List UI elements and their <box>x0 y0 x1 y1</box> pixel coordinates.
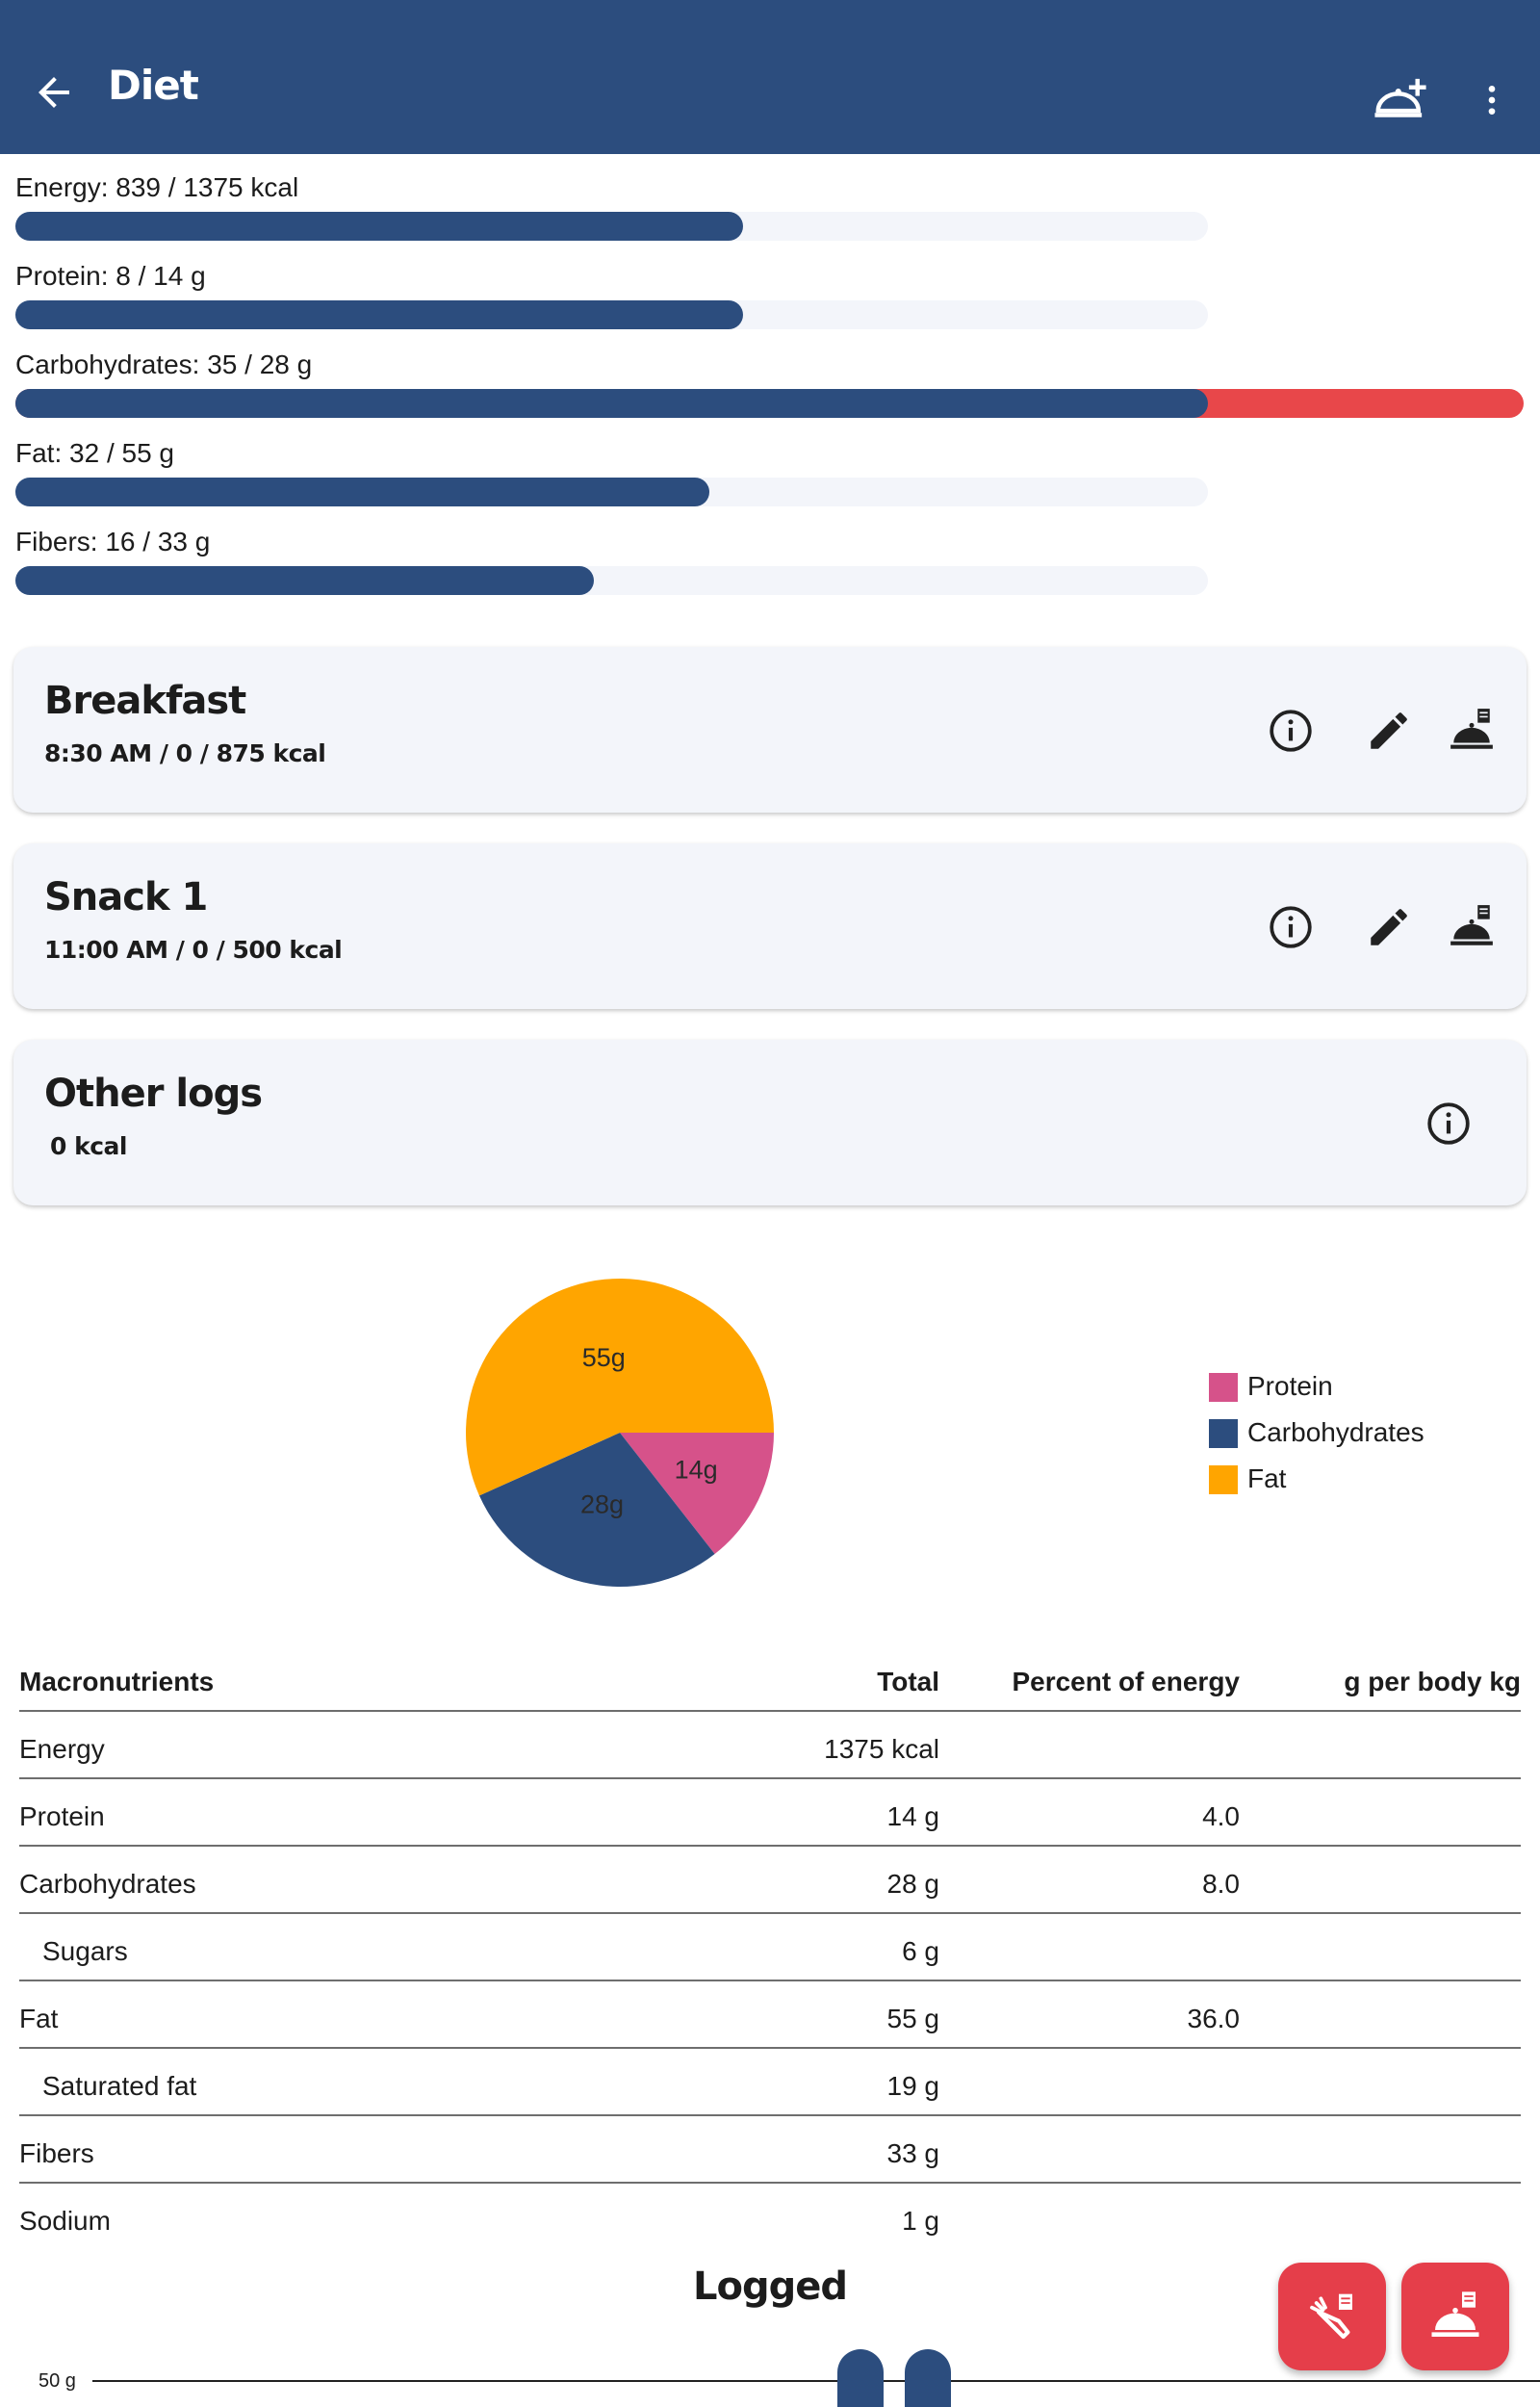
goal-fill <box>15 300 743 329</box>
legend-label: Fat <box>1247 1463 1287 1493</box>
log-ingredient-button[interactable] <box>1278 2263 1386 2370</box>
goal-fill <box>15 566 594 595</box>
edit-icon[interactable] <box>1365 707 1413 755</box>
table-row: Carbohydrates 28 g 8.0 <box>19 1847 1521 1914</box>
info-icon[interactable] <box>1424 1100 1473 1148</box>
goal-track <box>15 212 1208 241</box>
y-axis-label: 50 g <box>38 2370 76 2392</box>
goal-protein: Protein: 8 / 14 g <box>15 260 1527 329</box>
meal-card-breakfast[interactable]: Breakfast 8:30 AM / 0 / 875 kcal <box>13 647 1527 813</box>
pie-slice-protein <box>620 1433 774 1555</box>
logged-chart-title: Logged <box>693 2265 848 2309</box>
row-name: Carbohydrates <box>19 1869 196 1899</box>
table-row: Sodium 1 g <box>19 2184 1521 2249</box>
goal-energy: Energy: 839 / 1375 kcal <box>15 171 1527 241</box>
legend-swatch <box>1209 1419 1238 1448</box>
goal-carbohydrates: Carbohydrates: 35 / 28 g <box>15 349 1527 418</box>
header-g-per-kg: g per body kg <box>1344 1667 1521 1696</box>
row-name: Fibers <box>19 2138 94 2168</box>
header-macronutrients: Macronutrients <box>19 1667 215 1696</box>
table-row: Saturated fat 19 g <box>19 2049 1521 2116</box>
logged-bar <box>837 2349 884 2407</box>
page-title: Diet <box>108 62 199 109</box>
log-meal-button[interactable] <box>1401 2263 1509 2370</box>
header-total: Total <box>877 1667 939 1696</box>
row-name: Protein <box>19 1801 105 1831</box>
row-total: 55 g <box>886 2004 940 2033</box>
row-percent-energy: 4.0 <box>1202 1801 1240 1831</box>
goal-label: Protein: 8 / 14 g <box>15 261 206 291</box>
meal-card-snack-1[interactable]: Snack 1 11:00 AM / 0 / 500 kcal <box>13 843 1527 1009</box>
table-row: Protein 14 g 4.0 <box>19 1779 1521 1847</box>
goal-label: Fat: 32 / 55 g <box>15 438 174 468</box>
info-icon[interactable] <box>1267 707 1315 755</box>
other-logs-title: Other logs <box>44 1072 263 1116</box>
row-total: 14 g <box>886 1801 940 1831</box>
axis-line <box>92 2380 1540 2382</box>
goal-track <box>15 300 1208 329</box>
row-percent-energy: 8.0 <box>1202 1869 1240 1899</box>
goal-label: Carbohydrates: 35 / 28 g <box>15 349 313 379</box>
meal-log-icon <box>1431 2291 1479 2337</box>
pie-label-protein: 14g <box>675 1456 718 1485</box>
row-total: 1 g <box>902 2206 939 2236</box>
row-total: 19 g <box>886 2071 940 2101</box>
goal-fibers: Fibers: 16 / 33 g <box>15 526 1527 595</box>
pie-svg: 14g 28g 55g <box>466 1279 774 1587</box>
food-add-icon[interactable] <box>1371 73 1430 127</box>
row-total: 1375 kcal <box>824 1734 939 1764</box>
macronutrients-table: Macronutrients Total Percent of energy g… <box>19 1644 1521 2249</box>
pie-slice-fat <box>466 1279 774 1496</box>
pie-slice-carbohydrates <box>478 1433 715 1587</box>
goal-track <box>15 478 1208 506</box>
table-row: Energy 1375 kcal <box>19 1712 1521 1779</box>
more-vertical-icon[interactable] <box>1473 77 1511 123</box>
meal-name: Breakfast <box>44 679 246 723</box>
goal-label: Energy: 839 / 1375 kcal <box>15 172 299 202</box>
row-percent-energy: 36.0 <box>1187 2004 1241 2033</box>
arrow-left-icon[interactable] <box>31 69 77 116</box>
goal-fill <box>15 478 709 506</box>
ingredient-log-icon <box>1310 2293 1352 2340</box>
table-row: Fibers 33 g <box>19 2116 1521 2184</box>
meal-subtitle: 11:00 AM / 0 / 500 kcal <box>44 936 343 964</box>
logged-bar <box>905 2349 951 2407</box>
edit-icon[interactable] <box>1365 903 1413 951</box>
table-row: Sugars 6 g <box>19 1914 1521 1981</box>
row-name: Fat <box>19 2004 59 2033</box>
row-total: 33 g <box>886 2138 940 2168</box>
meal-subtitle: 8:30 AM / 0 / 875 kcal <box>44 739 326 767</box>
legend-label: Carbohydrates <box>1247 1417 1424 1447</box>
pie-label-carbohydrates: 28g <box>580 1490 624 1519</box>
legend-swatch <box>1209 1373 1238 1402</box>
goal-fill <box>15 212 743 241</box>
other-logs-card[interactable]: Other logs 0 kcal <box>13 1040 1527 1205</box>
pie-label-fat: 55g <box>582 1343 626 1372</box>
table-header: Macronutrients Total Percent of energy g… <box>19 1644 1521 1712</box>
row-total: 6 g <box>902 1936 939 1966</box>
goal-fill <box>15 389 1208 418</box>
goal-fat: Fat: 32 / 55 g <box>15 437 1527 506</box>
info-icon[interactable] <box>1267 903 1315 951</box>
row-name: Saturated fat <box>42 2071 197 2101</box>
meal-log-icon[interactable] <box>1448 903 1496 951</box>
row-name: Sugars <box>42 1936 128 1966</box>
legend-swatch <box>1209 1465 1238 1494</box>
goal-label: Fibers: 16 / 33 g <box>15 527 211 556</box>
row-name: Sodium <box>19 2206 111 2236</box>
app-bar: Diet <box>0 0 1540 154</box>
legend-label: Protein <box>1247 1371 1333 1401</box>
row-name: Energy <box>19 1734 105 1764</box>
table-row: Fat 55 g 36.0 <box>19 1981 1521 2049</box>
goal-track <box>15 566 1208 595</box>
header-percent-energy: Percent of energy <box>1012 1667 1240 1696</box>
other-logs-subtitle: 0 kcal <box>50 1132 127 1160</box>
row-total: 28 g <box>886 1869 940 1899</box>
meal-name: Snack 1 <box>44 875 208 919</box>
meal-log-icon[interactable] <box>1448 707 1496 755</box>
goal-track <box>15 389 1524 418</box>
macro-pie-chart: 14g 28g 55g <box>464 1277 776 1589</box>
